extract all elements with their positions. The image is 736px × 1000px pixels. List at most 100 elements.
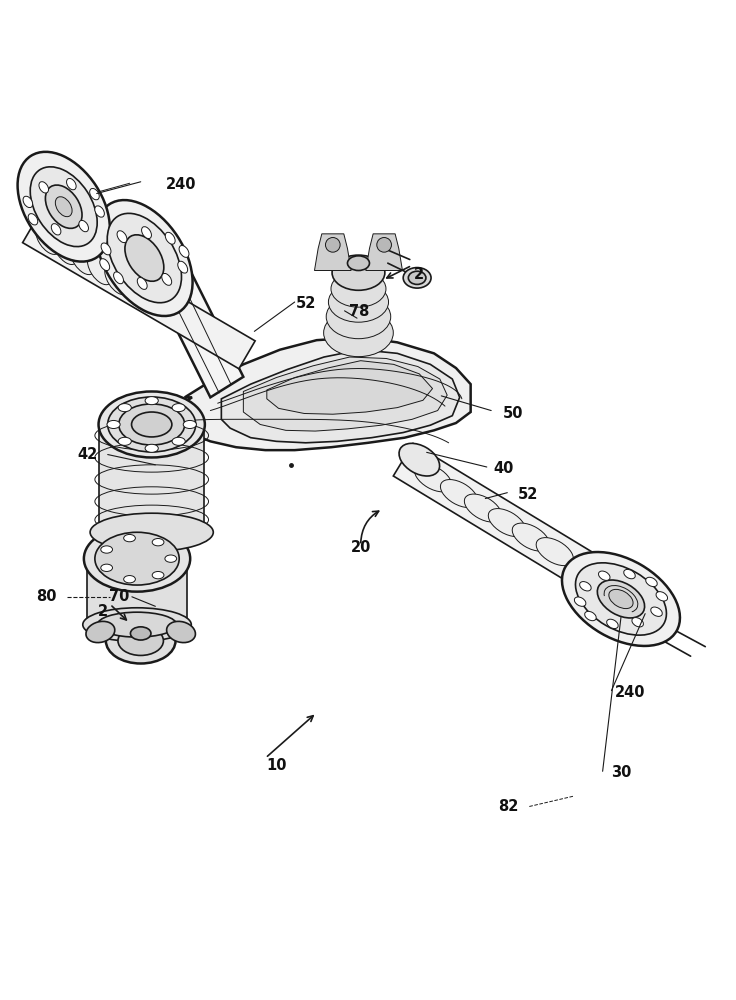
Ellipse shape bbox=[574, 597, 586, 606]
Ellipse shape bbox=[84, 526, 190, 592]
Text: 240: 240 bbox=[166, 177, 197, 192]
Polygon shape bbox=[222, 350, 460, 443]
Polygon shape bbox=[267, 361, 433, 414]
Text: 70: 70 bbox=[108, 589, 129, 604]
Text: 2: 2 bbox=[414, 267, 425, 282]
Ellipse shape bbox=[414, 464, 452, 492]
Ellipse shape bbox=[183, 420, 197, 429]
Text: 10: 10 bbox=[266, 758, 286, 773]
Polygon shape bbox=[176, 337, 470, 450]
Polygon shape bbox=[148, 252, 244, 397]
Ellipse shape bbox=[107, 397, 196, 452]
Ellipse shape bbox=[99, 391, 205, 457]
Text: 52: 52 bbox=[295, 296, 316, 311]
Ellipse shape bbox=[124, 534, 135, 542]
Polygon shape bbox=[314, 234, 351, 271]
Ellipse shape bbox=[656, 592, 668, 601]
Ellipse shape bbox=[152, 571, 164, 579]
Ellipse shape bbox=[606, 619, 618, 629]
Text: 52: 52 bbox=[517, 487, 538, 502]
Ellipse shape bbox=[331, 271, 386, 307]
Ellipse shape bbox=[172, 404, 185, 412]
Ellipse shape bbox=[166, 232, 175, 244]
Ellipse shape bbox=[162, 273, 171, 285]
Ellipse shape bbox=[377, 238, 392, 252]
Ellipse shape bbox=[88, 253, 113, 285]
Polygon shape bbox=[393, 443, 612, 597]
Text: 82: 82 bbox=[498, 799, 519, 814]
Ellipse shape bbox=[609, 589, 633, 609]
Ellipse shape bbox=[107, 420, 120, 429]
Ellipse shape bbox=[46, 185, 82, 228]
Ellipse shape bbox=[536, 538, 573, 566]
Ellipse shape bbox=[326, 295, 391, 339]
Ellipse shape bbox=[598, 580, 645, 618]
Ellipse shape bbox=[82, 608, 191, 642]
Ellipse shape bbox=[645, 577, 657, 587]
Ellipse shape bbox=[107, 213, 182, 303]
Text: 50: 50 bbox=[503, 406, 523, 421]
Text: 240: 240 bbox=[615, 685, 645, 700]
Polygon shape bbox=[403, 449, 522, 543]
Polygon shape bbox=[244, 357, 447, 431]
Ellipse shape bbox=[53, 233, 78, 265]
Ellipse shape bbox=[23, 196, 32, 208]
Ellipse shape bbox=[70, 243, 95, 275]
Ellipse shape bbox=[408, 271, 426, 284]
Ellipse shape bbox=[332, 255, 385, 290]
Ellipse shape bbox=[576, 563, 666, 635]
Ellipse shape bbox=[440, 480, 478, 508]
Text: 42: 42 bbox=[78, 447, 98, 462]
Ellipse shape bbox=[118, 437, 131, 445]
Text: 20: 20 bbox=[350, 540, 371, 555]
Ellipse shape bbox=[152, 539, 164, 546]
Text: 40: 40 bbox=[493, 461, 514, 476]
Text: 30: 30 bbox=[611, 765, 631, 780]
Ellipse shape bbox=[488, 509, 526, 537]
Ellipse shape bbox=[328, 282, 389, 322]
Ellipse shape bbox=[97, 612, 177, 637]
Ellipse shape bbox=[39, 182, 49, 193]
Ellipse shape bbox=[118, 404, 185, 445]
Ellipse shape bbox=[325, 310, 392, 356]
Ellipse shape bbox=[165, 555, 177, 562]
Ellipse shape bbox=[30, 167, 97, 247]
Ellipse shape bbox=[86, 621, 115, 643]
Ellipse shape bbox=[403, 268, 431, 288]
Ellipse shape bbox=[90, 513, 213, 551]
Ellipse shape bbox=[105, 264, 130, 295]
Text: 78: 78 bbox=[349, 304, 369, 319]
Ellipse shape bbox=[623, 569, 635, 579]
Text: 80: 80 bbox=[37, 589, 57, 604]
Ellipse shape bbox=[141, 227, 152, 239]
Ellipse shape bbox=[324, 309, 393, 357]
Polygon shape bbox=[87, 559, 187, 625]
Ellipse shape bbox=[95, 206, 105, 217]
Ellipse shape bbox=[178, 261, 188, 273]
Ellipse shape bbox=[28, 214, 38, 225]
Ellipse shape bbox=[90, 188, 99, 200]
Ellipse shape bbox=[118, 626, 163, 655]
Ellipse shape bbox=[138, 278, 147, 289]
Ellipse shape bbox=[101, 564, 113, 571]
Ellipse shape bbox=[139, 284, 164, 315]
Ellipse shape bbox=[125, 235, 164, 281]
Ellipse shape bbox=[118, 404, 131, 412]
Ellipse shape bbox=[145, 397, 158, 405]
Ellipse shape bbox=[106, 618, 175, 664]
Ellipse shape bbox=[464, 494, 501, 522]
Ellipse shape bbox=[95, 532, 179, 585]
Ellipse shape bbox=[132, 412, 172, 437]
Ellipse shape bbox=[145, 444, 158, 452]
Ellipse shape bbox=[347, 256, 369, 271]
Ellipse shape bbox=[166, 621, 196, 643]
Polygon shape bbox=[99, 424, 205, 531]
Ellipse shape bbox=[399, 443, 439, 476]
Ellipse shape bbox=[172, 437, 185, 445]
Ellipse shape bbox=[66, 178, 76, 190]
Ellipse shape bbox=[96, 200, 193, 316]
Ellipse shape bbox=[512, 523, 550, 551]
Ellipse shape bbox=[124, 576, 135, 583]
Ellipse shape bbox=[55, 197, 72, 217]
Ellipse shape bbox=[117, 231, 127, 243]
